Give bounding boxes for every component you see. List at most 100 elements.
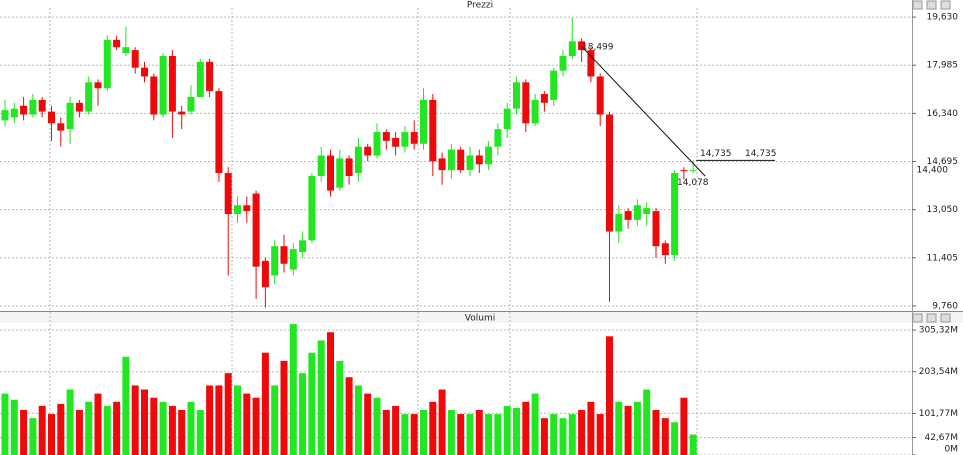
y-tick-label: 13,050 bbox=[927, 205, 959, 215]
candle-body bbox=[522, 82, 530, 124]
candle-body bbox=[206, 61, 214, 92]
candle-body bbox=[438, 158, 446, 171]
candle-body bbox=[410, 132, 418, 144]
candle-body bbox=[354, 146, 362, 174]
volume-bar bbox=[57, 403, 65, 455]
candle-body bbox=[578, 41, 586, 51]
candle-body bbox=[336, 158, 344, 188]
button[interactable] bbox=[926, 0, 937, 10]
candle-body bbox=[57, 123, 65, 131]
candle-body bbox=[345, 158, 353, 176]
volume-bar bbox=[187, 401, 195, 455]
panel-title: Prezzi bbox=[467, 1, 493, 11]
vertical-grid bbox=[49, 8, 698, 455]
volume-bar bbox=[643, 389, 651, 455]
candle-body bbox=[308, 175, 316, 241]
candle-body bbox=[113, 39, 121, 48]
candle-body bbox=[224, 173, 232, 215]
candle-body bbox=[215, 91, 223, 174]
y-tick-label: 17,985 bbox=[927, 61, 959, 71]
candle-body bbox=[150, 76, 158, 115]
volume-bar bbox=[20, 409, 28, 455]
button[interactable] bbox=[926, 313, 937, 323]
candle-body bbox=[503, 108, 511, 130]
volume-bar bbox=[206, 385, 214, 455]
volume-bar bbox=[168, 405, 176, 455]
volume-bar bbox=[531, 393, 539, 455]
volume-bar bbox=[633, 401, 641, 455]
volume-bar bbox=[401, 414, 409, 455]
candle-body bbox=[168, 55, 176, 112]
volume-bar bbox=[215, 385, 223, 455]
volume-bar bbox=[178, 409, 186, 455]
candle-body bbox=[652, 211, 660, 247]
y-tick-label: 203,54M bbox=[919, 367, 958, 377]
volume-bar bbox=[10, 399, 18, 455]
volume-bar bbox=[373, 397, 381, 455]
volume-bar bbox=[196, 409, 204, 455]
candle-body bbox=[243, 205, 251, 212]
candle-body bbox=[159, 55, 167, 115]
candle-body bbox=[568, 41, 576, 56]
volume-bar bbox=[652, 409, 660, 455]
candle-body bbox=[680, 170, 688, 172]
candle-body bbox=[299, 240, 307, 253]
volume-bar bbox=[29, 418, 37, 455]
y-tick-label: 16,340 bbox=[927, 109, 959, 119]
window-buttons bbox=[912, 0, 951, 323]
volume-bar bbox=[661, 418, 669, 455]
volume-bar bbox=[364, 393, 372, 455]
button[interactable] bbox=[940, 0, 951, 10]
volume-bar bbox=[94, 393, 102, 455]
candle-body bbox=[559, 55, 567, 71]
volume-bar bbox=[550, 414, 558, 455]
volume-bar bbox=[587, 401, 595, 455]
volume-bar bbox=[624, 405, 632, 455]
volume-bar bbox=[559, 418, 567, 455]
candle-body bbox=[457, 149, 465, 171]
candle-body bbox=[661, 243, 669, 255]
candle-body bbox=[633, 205, 641, 220]
candle-body bbox=[94, 82, 102, 89]
candle-body bbox=[606, 114, 613, 232]
candle-body bbox=[289, 249, 297, 270]
volume-bar bbox=[66, 389, 74, 455]
candle-body bbox=[392, 137, 400, 147]
volume-bar bbox=[224, 373, 232, 455]
candle-body bbox=[447, 149, 455, 171]
candle-body bbox=[20, 105, 28, 115]
candle-body bbox=[643, 208, 651, 215]
annotation-label: 14,735 bbox=[745, 149, 777, 159]
volume-bar bbox=[680, 397, 688, 455]
candle-body bbox=[531, 99, 539, 124]
button[interactable] bbox=[912, 313, 923, 323]
volume-bar bbox=[48, 414, 55, 455]
volume-bar bbox=[354, 385, 362, 455]
candle-body bbox=[131, 50, 139, 68]
volume-bar bbox=[317, 340, 325, 455]
candle-body bbox=[141, 67, 148, 77]
volume-bar bbox=[150, 397, 158, 455]
candle-body bbox=[429, 99, 437, 162]
volume-bar bbox=[252, 397, 260, 455]
volume-bar bbox=[392, 405, 400, 455]
volume-bar bbox=[289, 324, 297, 455]
volume-bar bbox=[466, 414, 474, 455]
panel-title: Volumi bbox=[465, 314, 495, 324]
button[interactable] bbox=[940, 313, 951, 323]
candle-body bbox=[494, 129, 502, 147]
y-tick-label: 42,67M bbox=[924, 433, 958, 443]
candle-body bbox=[1, 110, 9, 121]
volume-bar bbox=[671, 422, 679, 455]
candle-body bbox=[103, 39, 111, 89]
candle-body bbox=[196, 61, 204, 97]
candle-body bbox=[550, 70, 558, 100]
button[interactable] bbox=[912, 0, 923, 10]
volume-bar bbox=[494, 414, 502, 455]
candle-body bbox=[485, 146, 493, 165]
y-tick-label: 14,695 bbox=[927, 157, 959, 167]
candle-body bbox=[10, 108, 18, 118]
volume-bar bbox=[85, 401, 93, 455]
volume-bar bbox=[75, 409, 83, 455]
